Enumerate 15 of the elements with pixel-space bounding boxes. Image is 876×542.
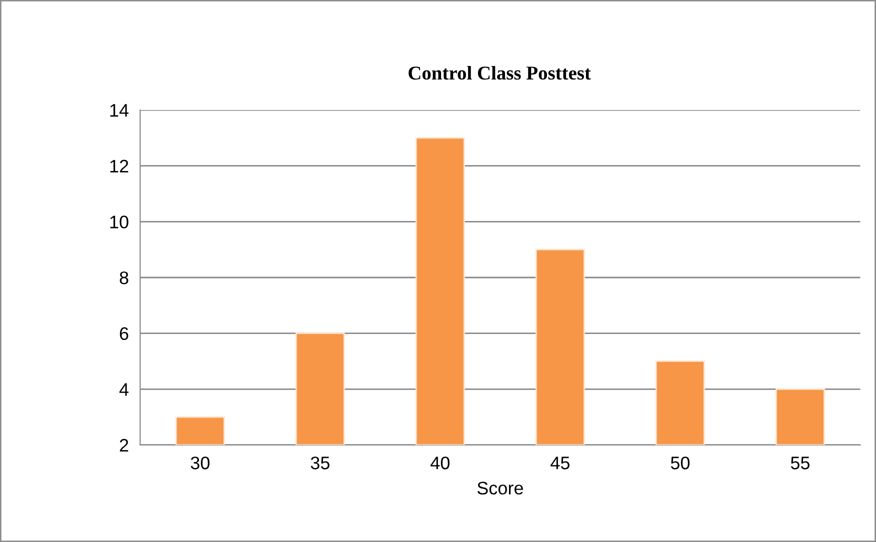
y-tick-label: 6 [120,327,128,340]
y-tick-label: 10 [110,216,128,228]
x-tick-label: 55 [790,456,810,470]
y-tick-label: 2 [120,438,128,452]
x-tick-label: 50 [670,456,690,470]
x-tick-label: 45 [550,456,570,470]
y-tick-label: 4 [119,383,129,396]
y-tick-label: 14 [110,104,129,117]
x-tick-label: 40 [430,456,450,470]
y-tick-label: 12 [110,160,128,172]
x-axis-title: Score [477,482,523,495]
y-tick-label: 8 [120,271,128,284]
chart-title: Control Class Posttest [408,66,591,80]
x-tick-label: 30 [190,456,210,470]
x-tick-label: 35 [310,456,330,470]
